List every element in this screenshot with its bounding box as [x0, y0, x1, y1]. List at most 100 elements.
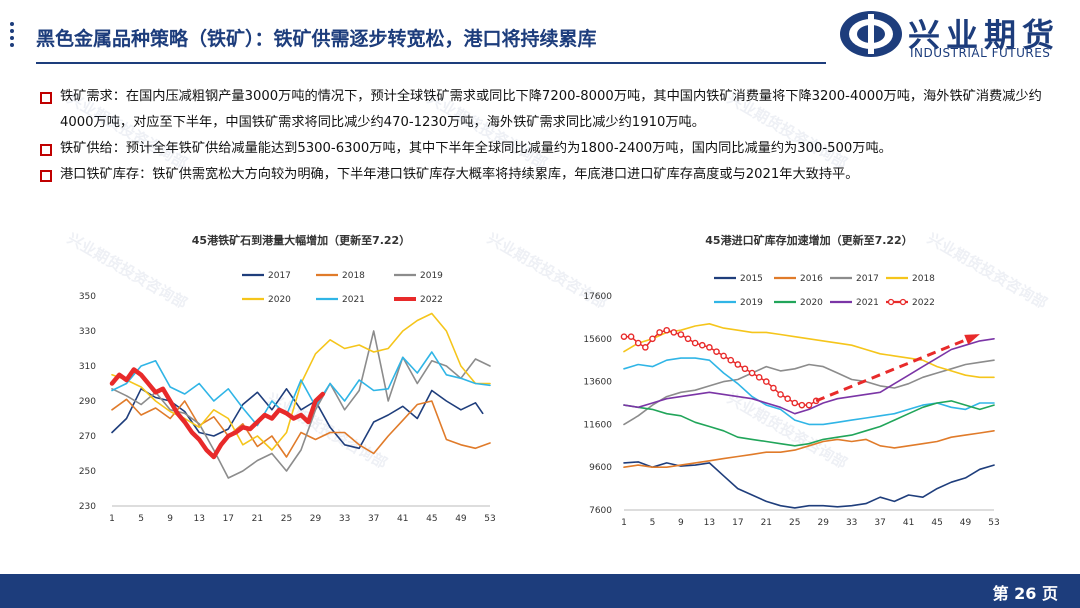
series-line-2021 [111, 351, 491, 427]
x-tick-label: 13 [194, 514, 205, 524]
x-tick-label: 9 [678, 518, 684, 528]
header-dots-decoration [10, 22, 24, 52]
chart-port-arrivals: 45港铁矿石到港量大幅增加（更新至7.22） 230 250 270 290 310 330… [79, 233, 496, 524]
x-tick-label: 5 [138, 514, 144, 524]
page-number: 第 26 页 [992, 584, 1058, 603]
y-tick-label: 350 [79, 292, 96, 302]
x-tick-label: 41 [903, 518, 914, 528]
bullet-square-icon [40, 92, 52, 104]
series-point-2022 [649, 335, 656, 343]
x-tick-label: 45 [426, 514, 437, 524]
logo-emblem-icon [840, 11, 902, 57]
legend-marker-2022 [887, 298, 895, 306]
series-point-2022 [620, 333, 628, 340]
x-tick-label: 37 [874, 518, 885, 528]
slide-header: 黑色金属品种策略（铁矿）：铁矿供需逐步转宽松，港口将持续累库 兴业期货 INDU… [0, 0, 1080, 74]
series-point-2022 [684, 335, 692, 343]
series-point-2022 [755, 374, 763, 381]
legend-label-2017: 2017 [856, 274, 879, 284]
series-line-2019 [623, 357, 995, 426]
series-point-2022 [748, 369, 756, 377]
series-line-2018 [623, 322, 995, 379]
series-point-2022 [741, 365, 749, 373]
y-tick-label: 15600 [583, 335, 612, 345]
slide-title: 黑色金属品种策略（铁矿）：铁矿供需逐步转宽松，港口将持续累库 [36, 28, 597, 50]
y-tick-label: 270 [79, 432, 96, 442]
x-tick-label: 21 [252, 514, 263, 524]
chart-port-inventory: 45港进口矿库存加速增加（更新至7.22） 7600 9600 11600 13600 1… [583, 233, 999, 528]
x-tick-label: 17 [223, 514, 234, 524]
legend-marker-2022 [899, 298, 907, 306]
legend-label-2022: 2022 [912, 298, 935, 308]
bullet-square-icon [40, 144, 52, 156]
series-point-2022 [677, 331, 685, 338]
series-line-2016 [623, 429, 995, 469]
y-tick-label: 9600 [589, 463, 612, 473]
series-point-2022 [763, 378, 770, 385]
series-point-2022 [706, 344, 713, 351]
x-tick-label: 33 [846, 518, 857, 528]
y-tick-label: 250 [79, 467, 96, 477]
series-point-2022 [634, 339, 642, 347]
bullet-text: 铁矿供给：预计全年铁矿供给减量能达到5300-6300万吨，其中下半年全球同比减… [60, 141, 892, 156]
x-tick-label: 5 [650, 518, 656, 528]
y-tick-label: 17600 [583, 292, 612, 302]
series-line-2022 [109, 367, 326, 460]
bullet-demand: 铁矿需求：在国内压减粗钢产量3000万吨的情况下，预计全球铁矿需求或同比下降72… [40, 84, 1050, 136]
legend-label-2022: 2022 [420, 295, 443, 305]
y-tick-label: 290 [79, 397, 96, 407]
charts-canvas: 45港铁矿石到港量大幅增加（更新至7.22） 230 250 270 290 310 330… [79, 233, 1000, 528]
legend-label-2021: 2021 [856, 298, 879, 308]
legend-label-2020: 2020 [268, 295, 291, 305]
series-point-2022 [777, 391, 784, 398]
x-tick-label: 53 [484, 514, 495, 524]
x-tick-label: 13 [704, 518, 715, 528]
legend-label-2019: 2019 [420, 271, 443, 281]
bullet-port-inventory: 港口铁矿库存：铁矿供需宽松大方向较为明确，下半年港口铁矿库存大概率将持续累库，年… [40, 162, 1050, 188]
x-tick-label: 49 [455, 514, 467, 524]
series-point-2022 [770, 384, 777, 392]
y-tick-label: 7600 [589, 506, 612, 516]
series-point-2022 [691, 339, 699, 347]
series-line-2022 [623, 329, 817, 406]
series-point-2022 [656, 329, 663, 336]
x-tick-label: 41 [397, 514, 408, 524]
x-tick-label: 17 [732, 518, 743, 528]
trend-arrow-head-icon [964, 334, 980, 345]
legend-label-2020: 2020 [800, 298, 823, 308]
series-point-2022 [663, 326, 670, 334]
legend-label-2016: 2016 [800, 274, 823, 284]
bullet-square-icon [40, 170, 52, 182]
series-point-2022 [698, 341, 706, 349]
series-line-2021 [623, 337, 995, 415]
bullet-text: 铁矿需求：在国内压减粗钢产量3000万吨的情况下，预计全球铁矿需求或同比下降72… [60, 89, 1042, 130]
y-tick-label: 230 [79, 502, 96, 512]
series-point-2022 [734, 361, 742, 368]
series-line-2017 [623, 359, 995, 426]
company-logo: 兴业期货 INDUSTRIAL FUTURES [838, 8, 1068, 62]
chart-title: 45港进口矿库存加速增加（更新至7.22） [705, 233, 912, 247]
x-tick-label: 49 [960, 518, 972, 528]
x-tick-label: 1 [621, 518, 627, 528]
series-point-2022 [727, 356, 735, 364]
y-tick-label: 11600 [583, 420, 612, 430]
title-underline [36, 62, 826, 64]
series-point-2022 [713, 348, 720, 355]
x-tick-label: 1 [109, 514, 115, 524]
logo-text-chinese: 兴业期货 [908, 16, 1061, 54]
series-point-2022 [791, 399, 799, 407]
series-line-2020 [111, 312, 491, 451]
bullet-text: 港口铁矿库存：铁矿供需宽松大方向较为明确，下半年港口铁矿库存大概率将持续累库，年… [60, 167, 859, 182]
x-tick-label: 25 [789, 518, 800, 528]
series-point-2022 [642, 344, 649, 351]
series-point-2022 [670, 329, 678, 336]
series-point-2022 [627, 333, 635, 340]
x-tick-label: 37 [368, 514, 379, 524]
series-line-2020 [623, 400, 995, 447]
x-tick-label: 25 [281, 514, 292, 524]
series-line-2017 [111, 387, 484, 450]
y-tick-label: 330 [79, 327, 96, 337]
series-point-2022 [720, 352, 727, 360]
series-point-2022 [798, 401, 806, 409]
x-tick-label: 9 [167, 514, 173, 524]
